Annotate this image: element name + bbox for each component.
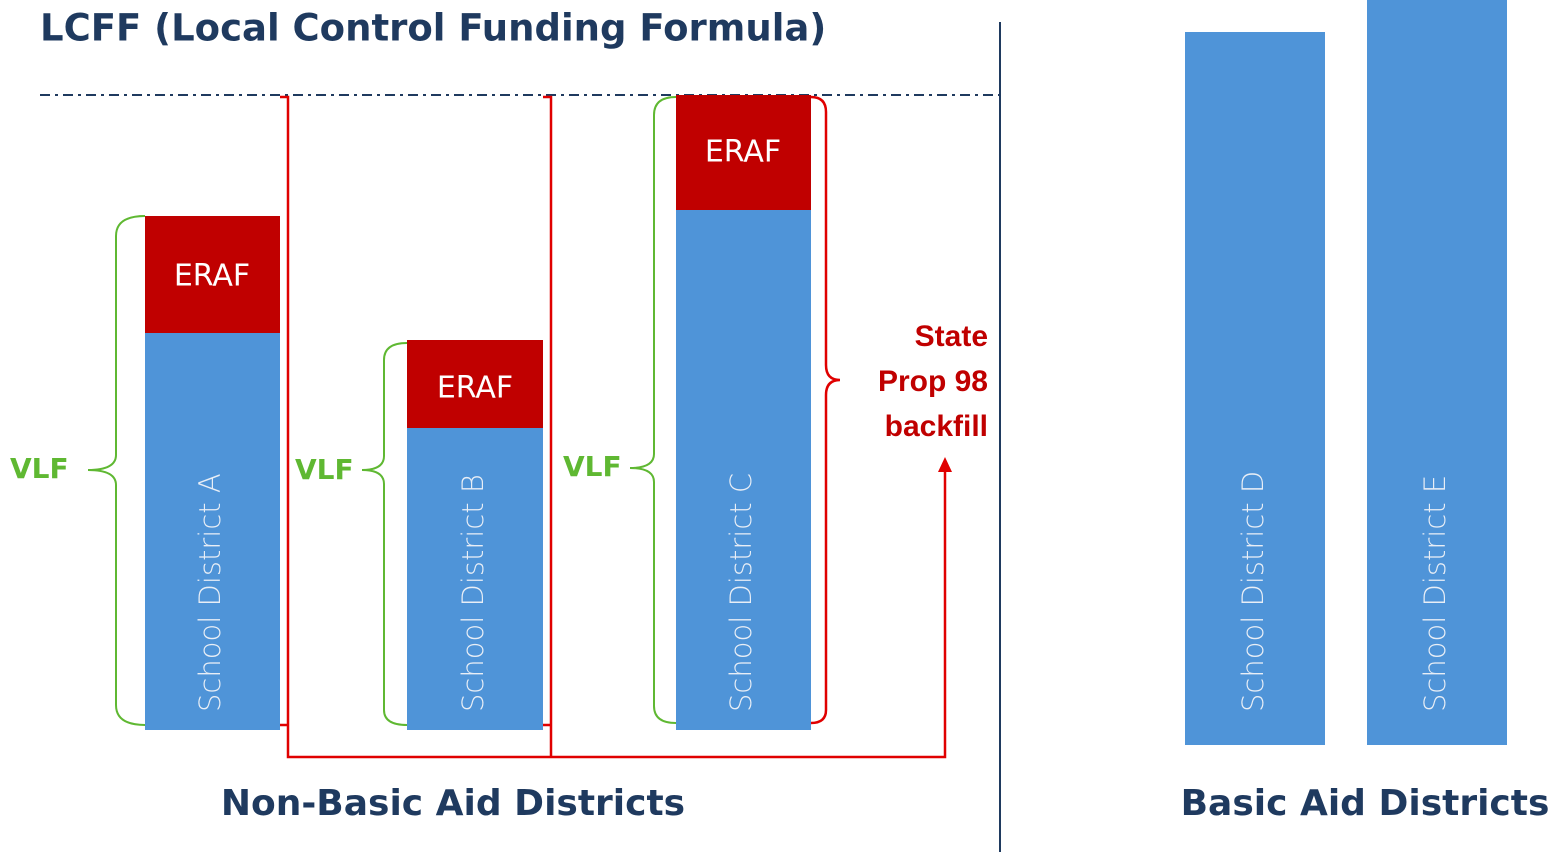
flow-line	[543, 95, 553, 757]
district-label: School District B	[456, 474, 490, 712]
backfill-label: Prop 98	[878, 365, 988, 398]
backfill-label: State	[915, 320, 988, 353]
district-label: School District A	[193, 473, 227, 712]
bar	[145, 333, 280, 730]
vlf-label: VLF	[295, 453, 354, 486]
district-label: School District D	[1236, 471, 1270, 712]
eraf-label: ERAF	[437, 371, 513, 406]
vlf-label: VLF	[10, 452, 69, 485]
bar	[676, 210, 811, 730]
eraf-block	[407, 340, 543, 428]
eraf-label: ERAF	[174, 259, 250, 294]
group-label: Non-Basic Aid Districts	[221, 783, 685, 824]
arrow-head	[938, 457, 952, 472]
district-label: School District C	[724, 473, 758, 712]
backfill-label: backfill	[885, 410, 988, 443]
vlf-label: VLF	[563, 450, 622, 483]
vlf-brace	[361, 342, 408, 726]
eraf-block	[145, 216, 280, 333]
district-label: School District E	[1418, 475, 1452, 712]
bar	[1367, 0, 1507, 745]
group-label: Basic Aid Districts	[1181, 783, 1550, 824]
bar	[407, 428, 543, 730]
eraf-label: ERAF	[705, 135, 781, 170]
bar	[1185, 32, 1325, 745]
backfill-bracket	[810, 95, 841, 725]
vlf-brace	[629, 96, 677, 724]
vlf-brace	[87, 215, 146, 726]
title: LCFF (Local Control Funding Formula)	[40, 7, 826, 50]
eraf-block	[676, 95, 811, 210]
flow-line	[280, 95, 947, 759]
